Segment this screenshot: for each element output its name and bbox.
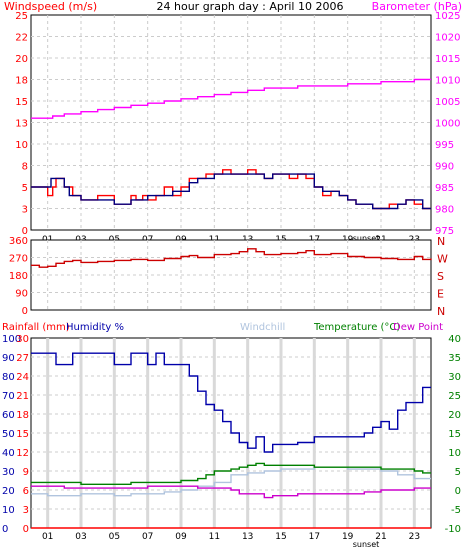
barometer-tick-label: 1015 (435, 54, 460, 65)
barometer-tick-label: 985 (435, 183, 454, 194)
humidity-tick-label: 40 (2, 448, 15, 459)
barometer-tick-label: 1005 (435, 97, 460, 108)
hour-tick-label: 17 (309, 532, 320, 542)
temperature-tick-label: -5 (451, 505, 461, 516)
temperature-tick-label: 25 (448, 391, 461, 402)
windspeed-tick-label: 18 (15, 76, 28, 87)
dewpoint-line (31, 485, 431, 499)
compass-label: W (437, 253, 448, 266)
windspeed-tick-label: 22 (15, 33, 28, 44)
humidity-tick-label: 0 (2, 524, 8, 535)
direction-tick-label: 0 (22, 306, 28, 317)
humidity-tick-label: 20 (2, 486, 15, 497)
windspeed-tick-label: 13 (15, 119, 28, 130)
sunset-label-top: sunset (353, 234, 380, 243)
direction-tick-label: 360 (9, 236, 28, 247)
humidity-tick-label: 30 (2, 467, 15, 478)
temperature-tick-label: 30 (448, 372, 461, 383)
windspeed-axis-title: Windspeed (m/s) (4, 0, 97, 13)
dewpoint-axis-title: Dew Point (393, 322, 443, 333)
barometer-tick-label: 1025 (435, 11, 460, 22)
hour-tick-label: 11 (209, 532, 220, 542)
barometer-tick-label: 975 (435, 226, 454, 237)
temperature-tick-label: 40 (448, 334, 461, 345)
barometer-tick-label: 995 (435, 140, 454, 151)
temperature-tick-label: 20 (448, 410, 461, 421)
humidity-tick-label: 90 (2, 353, 15, 364)
humidity-tick-label: 80 (2, 372, 15, 383)
temperature-tick-label: 10 (448, 448, 461, 459)
barometer-axis-title: Barometer (hPa) (372, 0, 462, 13)
temperature-tick-label: 35 (448, 353, 461, 364)
humidity-tick-label: 60 (2, 410, 15, 421)
rainfall-tick-label: 9 (23, 467, 29, 478)
barometer-tick-label: 990 (435, 162, 454, 173)
compass-label: N (437, 235, 445, 248)
barometer-tick-label: 980 (435, 205, 454, 216)
hour-tick-label: 13 (242, 532, 253, 542)
compass-label: E (437, 288, 444, 301)
temperature-line (31, 462, 431, 485)
windspeed-tick-label: 8 (22, 162, 28, 173)
rainfall-tick-label: 21 (16, 391, 29, 402)
hour-tick-label: 21 (375, 532, 386, 542)
hour-tick-label: 19 (342, 532, 354, 542)
hour-tick-label: 05 (109, 532, 120, 542)
windspeed-tick-label: 5 (22, 183, 28, 194)
direction-tick-label: 90 (15, 289, 28, 300)
rainfall-tick-label: 24 (16, 372, 29, 383)
humidity-tick-label: 70 (2, 391, 15, 402)
temperature-tick-label: -10 (445, 524, 461, 535)
barometer-tick-label: 1000 (435, 119, 460, 130)
rainfall-axis-title: Rainfall (mm) (2, 322, 70, 333)
temperature-tick-label: 5 (455, 467, 461, 478)
wind-average-line (31, 173, 431, 210)
windspeed-tick-label: 15 (15, 97, 28, 108)
rainfall-tick-label: 27 (16, 353, 29, 364)
windspeed-tick-label: 10 (15, 140, 28, 151)
humidity-tick-label: 100 (2, 334, 21, 345)
windspeed-tick-label: 3 (22, 205, 28, 216)
rainfall-tick-label: 3 (23, 505, 29, 516)
windchill-line (31, 466, 431, 497)
hour-tick-label: 15 (275, 532, 286, 542)
humidity-tick-label: 50 (2, 429, 15, 440)
wind-direction-line (31, 248, 432, 268)
direction-tick-label: 180 (9, 271, 28, 282)
barometer-line (31, 78, 431, 119)
sunset-label-bottom: sunset (353, 540, 380, 549)
direction-tick-label: 270 (9, 254, 28, 265)
rainfall-tick-label: 18 (16, 410, 29, 421)
barometer-tick-label: 1020 (435, 33, 460, 44)
humidity-line (31, 352, 431, 453)
windspeed-tick-label: 25 (15, 11, 28, 22)
hour-tick-label: 01 (42, 532, 53, 542)
compass-label: N (437, 305, 445, 318)
rainfall-tick-label: 30 (16, 334, 29, 345)
hour-tick-label: 23 (409, 532, 420, 542)
compass-label: S (437, 270, 444, 283)
hour-tick-label: 03 (75, 532, 86, 542)
temperature-tick-label: 0 (455, 486, 461, 497)
humidity-tick-label: 10 (2, 505, 15, 516)
temperature-axis-title: Temperature (°C) (313, 322, 400, 333)
windspeed-tick-label: 0 (22, 226, 28, 237)
hour-tick-label: 07 (142, 532, 153, 542)
rainfall-tick-label: 0 (23, 524, 29, 535)
chart-title: 24 hour graph day : April 10 2006 (157, 0, 344, 13)
humidity-axis-title: Humidity % (66, 322, 124, 333)
rainfall-tick-label: 12 (16, 448, 29, 459)
windspeed-tick-label: 20 (15, 54, 28, 65)
hour-tick-label: 09 (175, 532, 187, 542)
temperature-tick-label: 15 (448, 429, 461, 440)
windchill-axis-title: Windchill (240, 322, 285, 333)
barometer-tick-label: 1010 (435, 76, 460, 87)
rainfall-tick-label: 6 (23, 486, 29, 497)
rainfall-tick-label: 15 (16, 429, 29, 440)
